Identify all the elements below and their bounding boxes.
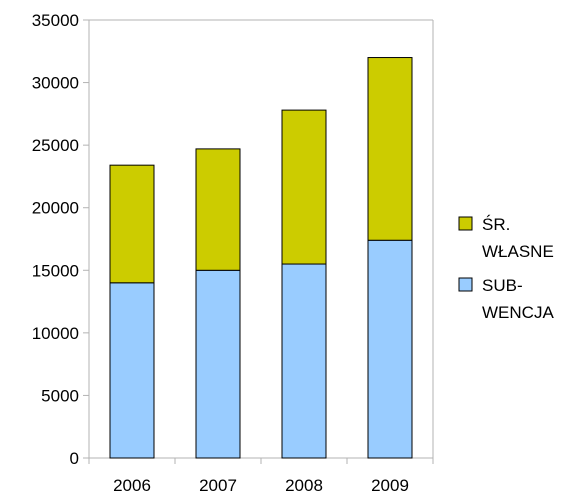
- y-tick-label: 35000: [32, 11, 79, 30]
- x-tick-label: 2009: [371, 476, 409, 495]
- legend-label: ŚR. WŁASNE: [482, 215, 554, 261]
- legend-label: SUB-WENCJA: [482, 276, 554, 322]
- x-tick-label: 2006: [113, 476, 151, 495]
- bar-segment-srodki-wlasne-2008: [281, 109, 327, 265]
- bar-segment-srodki-wlasne-2009: [367, 57, 413, 241]
- y-tick-label: 5000: [41, 386, 79, 405]
- bar-segment-srodki-wlasne-2007: [195, 148, 241, 271]
- axes: 0 5000 10000 15000 20000 25000 30000 35000 2006 2…: [32, 11, 434, 495]
- bar-segment-subwencja-2007: [195, 269, 241, 459]
- y-tick-label: 30000: [32, 74, 79, 93]
- y-tick-label: 15000: [32, 261, 79, 280]
- x-tick-label: 2007: [199, 476, 237, 495]
- x-tick-label: 2008: [285, 476, 323, 495]
- bar-segment-subwencja-2009: [367, 239, 413, 459]
- y-tick-label: 25000: [32, 136, 79, 155]
- y-tick-label: 10000: [32, 324, 79, 343]
- legend: ŚR. WŁASNE SUB-WENCJA: [458, 215, 554, 322]
- bar-segment-subwencja-2006: [109, 282, 155, 459]
- legend-swatch: [458, 277, 473, 292]
- bar-segment-subwencja-2008: [281, 263, 327, 459]
- y-tick-label: 20000: [32, 199, 79, 218]
- bars: [109, 57, 413, 459]
- y-tick-label: 0: [70, 449, 79, 468]
- legend-swatch: [458, 216, 473, 231]
- bar-segment-srodki-wlasne-2006: [109, 164, 155, 284]
